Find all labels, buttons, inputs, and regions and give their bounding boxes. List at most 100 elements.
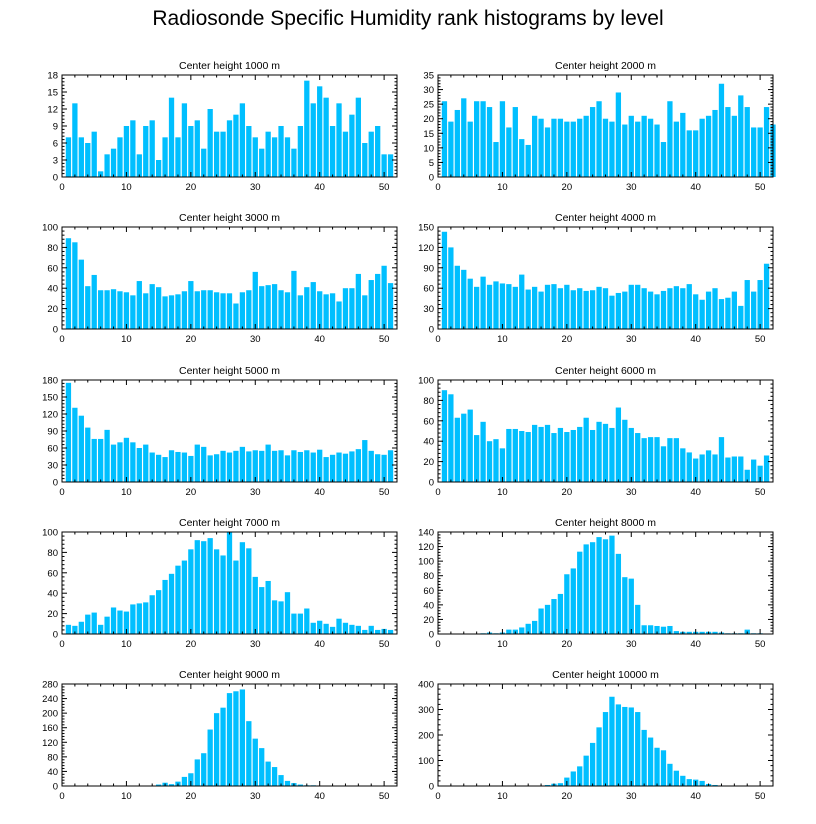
- histogram-bar: [213, 292, 220, 329]
- histogram-bar: [155, 287, 162, 329]
- histogram-bar: [291, 270, 297, 329]
- histogram-bar: [317, 291, 323, 329]
- histogram-bar: [712, 288, 718, 329]
- y-tick-label: 280: [42, 680, 58, 691]
- histogram-bar: [480, 276, 486, 329]
- histogram-bar: [149, 284, 155, 329]
- y-tick-label: 60: [47, 568, 58, 579]
- histogram-bar: [654, 294, 660, 329]
- histogram-bar: [329, 626, 336, 634]
- x-tick-label: 0: [435, 791, 440, 802]
- histogram-bar: [381, 454, 387, 482]
- x-tick-label: 20: [562, 791, 573, 802]
- chart-title: Center height 9000 m: [179, 669, 280, 681]
- histogram-bar: [564, 574, 570, 634]
- histogram-bar: [297, 784, 304, 786]
- histogram-bar: [181, 291, 188, 329]
- histogram-bar: [499, 283, 506, 329]
- histogram-bar: [654, 747, 660, 786]
- x-tick-label: 20: [186, 182, 197, 193]
- histogram-bar: [647, 625, 654, 634]
- y-tick-label: 40: [47, 589, 58, 600]
- histogram-bar: [609, 121, 615, 177]
- histogram-bar: [583, 290, 589, 329]
- histogram-bar: [628, 707, 634, 786]
- histogram-bar: [130, 442, 136, 482]
- x-tick-label: 10: [121, 334, 132, 345]
- y-tick-label: 400: [418, 680, 434, 691]
- histogram-bar: [538, 426, 544, 482]
- y-tick-label: 240: [42, 694, 58, 705]
- histogram-bar: [461, 269, 467, 329]
- histogram-bar: [731, 115, 737, 177]
- histogram-bar: [239, 689, 246, 786]
- y-tick-label: 0: [53, 173, 58, 184]
- histogram-bar: [467, 278, 473, 329]
- histogram-bar: [705, 450, 712, 482]
- histogram-bar: [635, 712, 641, 786]
- histogram-bar: [297, 295, 304, 329]
- histogram-bar: [519, 627, 525, 634]
- histogram-bar: [207, 290, 213, 329]
- y-tick-label: 35: [423, 71, 434, 82]
- histogram-bar: [362, 629, 368, 634]
- histogram-bar: [744, 107, 750, 177]
- x-tick-label: 10: [121, 487, 132, 498]
- histogram-bar: [557, 118, 564, 177]
- histogram-bar: [368, 625, 374, 634]
- x-tick-label: 0: [59, 791, 64, 802]
- histogram-bar: [104, 290, 110, 329]
- histogram-bar: [259, 148, 265, 177]
- chart-panel: Center height 9000 m 0 10 20 30 40 50 0 40 80 120 1…: [42, 669, 398, 802]
- histogram-bar: [531, 620, 538, 634]
- histogram-bar: [564, 284, 570, 329]
- histogram-bar: [104, 616, 110, 634]
- histogram-bar: [686, 284, 692, 329]
- histogram-bar: [252, 450, 258, 482]
- histogram-bar: [583, 755, 589, 786]
- chart-panel: Center height 2000 m 0 10 20 30 40 50 0 5 10 15 20 2…: [423, 60, 776, 193]
- histogram-bar: [143, 126, 149, 177]
- histogram-bar: [271, 450, 278, 482]
- histogram-bar: [271, 137, 278, 177]
- histogram-bar: [85, 143, 91, 177]
- y-tick-label: 150: [42, 393, 58, 404]
- histogram-bar: [123, 292, 130, 329]
- histogram-bar: [226, 120, 233, 177]
- histogram-bar: [362, 440, 368, 482]
- histogram-bar: [519, 139, 525, 177]
- histogram-bar: [72, 625, 78, 634]
- y-tick-label: 30: [47, 461, 58, 472]
- histogram-bar: [712, 109, 718, 177]
- y-tick-label: 0: [429, 173, 434, 184]
- histogram-bar: [317, 86, 323, 177]
- histogram-bar: [233, 691, 239, 786]
- y-tick-label: 5: [429, 158, 434, 169]
- histogram-bar: [499, 101, 506, 177]
- histogram-bar: [577, 426, 583, 482]
- histogram-bar: [699, 631, 705, 634]
- y-tick-label: 30: [423, 304, 434, 315]
- histogram-bar: [78, 259, 84, 329]
- histogram-bar: [98, 290, 104, 329]
- histogram-bar: [486, 107, 493, 177]
- histogram-bar: [512, 107, 518, 177]
- chart-title: Center height 3000 m: [179, 212, 280, 224]
- histogram-bar: [310, 103, 316, 177]
- histogram-bar: [259, 450, 265, 482]
- histogram-bar: [680, 288, 686, 329]
- x-tick-label: 20: [186, 791, 197, 802]
- x-tick-label: 30: [250, 182, 261, 193]
- histogram-bar: [155, 784, 162, 786]
- histogram-bar: [291, 450, 297, 482]
- y-tick-label: 20: [47, 304, 58, 315]
- histogram-bar: [355, 273, 361, 329]
- y-tick-label: 80: [423, 396, 434, 407]
- histogram-bar: [654, 437, 660, 482]
- y-tick-label: 200: [418, 731, 434, 742]
- x-tick-label: 50: [379, 791, 390, 802]
- x-tick-label: 40: [690, 639, 701, 650]
- histogram-bar: [162, 137, 168, 177]
- y-tick-label: 90: [423, 263, 434, 274]
